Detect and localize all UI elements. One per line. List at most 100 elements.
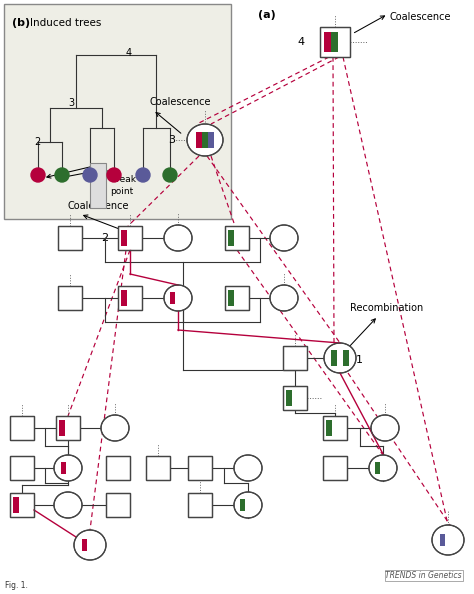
Bar: [118, 226, 142, 250]
Text: 3: 3: [168, 135, 175, 145]
Bar: [82, 539, 88, 551]
Text: 4: 4: [298, 37, 305, 47]
Bar: [106, 493, 130, 517]
Bar: [228, 230, 234, 246]
Bar: [61, 462, 65, 474]
Bar: [283, 386, 307, 410]
Bar: [90, 163, 106, 208]
Text: TRENDS in Genetics: TRENDS in Genetics: [385, 571, 462, 580]
Bar: [343, 350, 349, 366]
Bar: [58, 226, 82, 250]
Text: Induced trees: Induced trees: [30, 18, 101, 28]
Bar: [188, 456, 212, 480]
Ellipse shape: [369, 455, 397, 481]
Bar: [283, 386, 307, 410]
Ellipse shape: [324, 343, 356, 373]
Bar: [208, 132, 214, 148]
Bar: [106, 456, 130, 480]
Circle shape: [31, 168, 45, 182]
Bar: [323, 456, 347, 480]
Bar: [323, 416, 347, 440]
Ellipse shape: [371, 415, 399, 441]
Bar: [106, 456, 130, 480]
Text: 2: 2: [101, 233, 108, 243]
Circle shape: [163, 168, 177, 182]
Bar: [13, 497, 19, 513]
Text: 1: 1: [356, 355, 363, 365]
Bar: [283, 346, 307, 370]
Text: Coalescence: Coalescence: [150, 97, 211, 107]
Text: (b): (b): [12, 18, 30, 28]
Bar: [121, 290, 127, 306]
Bar: [320, 27, 350, 57]
Bar: [10, 493, 34, 517]
Text: 2: 2: [34, 137, 40, 147]
Bar: [225, 286, 249, 310]
Text: Coalescence: Coalescence: [390, 12, 452, 22]
Bar: [331, 350, 337, 366]
Text: 4: 4: [125, 48, 131, 58]
Bar: [118, 226, 142, 250]
Bar: [331, 32, 338, 52]
Bar: [56, 416, 80, 440]
Ellipse shape: [54, 492, 82, 518]
Bar: [58, 226, 82, 250]
Bar: [326, 420, 332, 436]
Bar: [10, 456, 34, 480]
Ellipse shape: [164, 225, 192, 251]
Bar: [196, 132, 202, 148]
Bar: [118, 286, 142, 310]
Ellipse shape: [101, 415, 129, 441]
Bar: [228, 290, 234, 306]
Ellipse shape: [164, 285, 192, 311]
Bar: [118, 286, 142, 310]
Ellipse shape: [432, 525, 464, 555]
Bar: [146, 456, 170, 480]
Bar: [440, 534, 446, 546]
Text: Recombination: Recombination: [350, 303, 423, 313]
Ellipse shape: [234, 455, 262, 481]
Bar: [225, 286, 249, 310]
Bar: [121, 230, 127, 246]
Ellipse shape: [187, 124, 223, 156]
Bar: [283, 346, 307, 370]
Ellipse shape: [270, 285, 298, 311]
Bar: [240, 499, 246, 511]
Bar: [325, 32, 331, 52]
Ellipse shape: [54, 455, 82, 481]
Bar: [10, 416, 34, 440]
Bar: [58, 286, 82, 310]
Bar: [188, 493, 212, 517]
Text: Fig. 1.: Fig. 1.: [5, 581, 28, 590]
Text: Coalescence: Coalescence: [68, 201, 129, 211]
Bar: [188, 493, 212, 517]
Text: Break
point: Break point: [110, 175, 136, 196]
Bar: [10, 456, 34, 480]
Bar: [58, 286, 82, 310]
Bar: [56, 416, 80, 440]
Ellipse shape: [234, 492, 262, 518]
Circle shape: [83, 168, 97, 182]
Bar: [375, 462, 381, 474]
Bar: [320, 27, 350, 57]
Bar: [146, 456, 170, 480]
Text: 3: 3: [68, 98, 74, 108]
Bar: [59, 420, 65, 436]
Bar: [4, 4, 231, 219]
Bar: [10, 416, 34, 440]
Bar: [106, 493, 130, 517]
Circle shape: [55, 168, 69, 182]
Text: (a): (a): [258, 10, 276, 20]
Bar: [323, 456, 347, 480]
Ellipse shape: [270, 225, 298, 251]
Circle shape: [136, 168, 150, 182]
Ellipse shape: [74, 530, 106, 560]
Circle shape: [107, 168, 121, 182]
Bar: [225, 226, 249, 250]
Bar: [286, 390, 292, 406]
Bar: [202, 132, 208, 148]
Bar: [10, 493, 34, 517]
Bar: [323, 416, 347, 440]
Bar: [225, 226, 249, 250]
Bar: [171, 292, 175, 304]
